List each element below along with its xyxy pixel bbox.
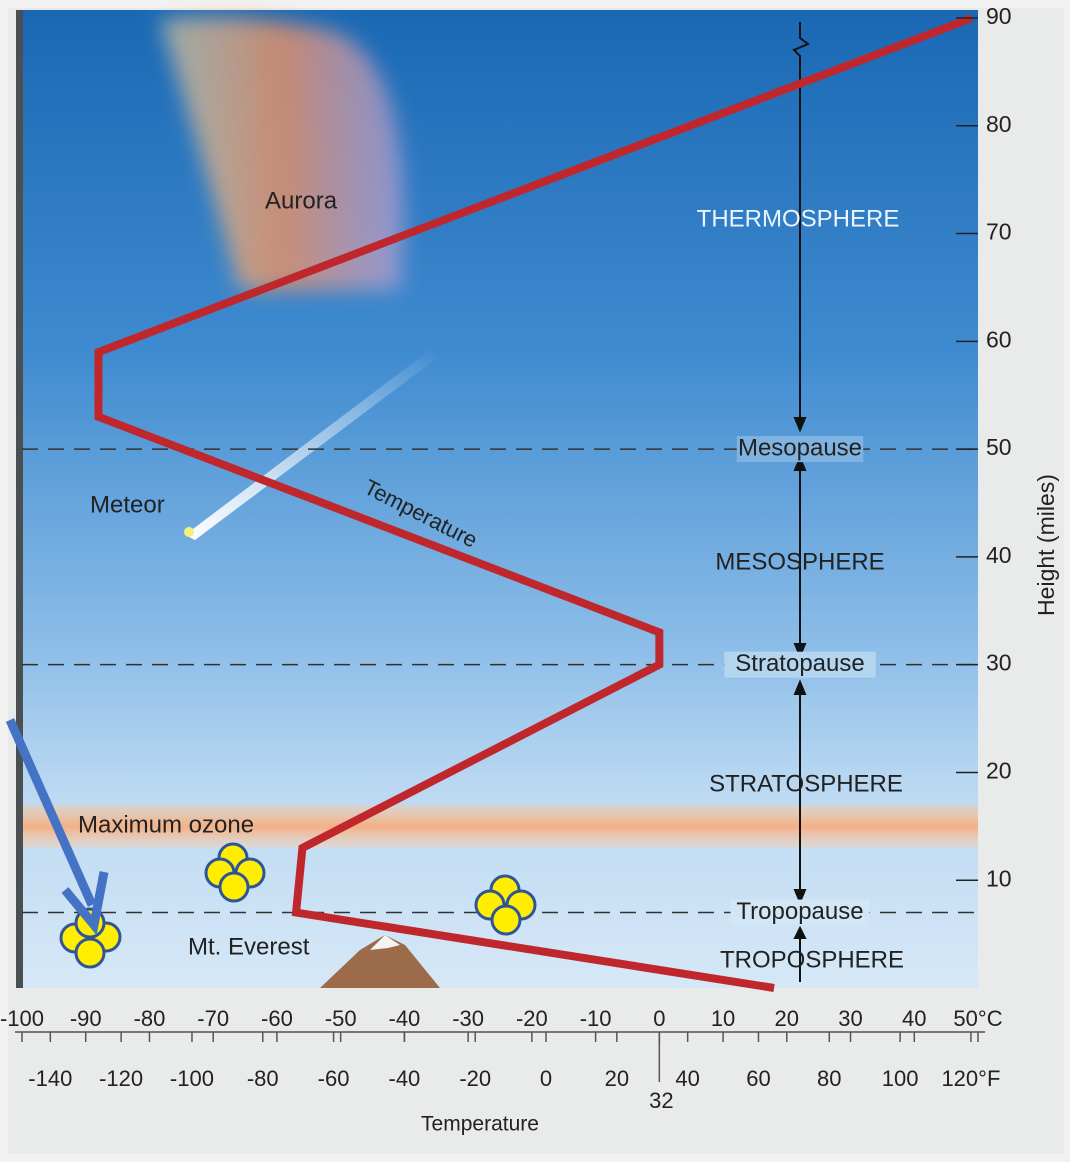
x2-tick-label: 60 — [746, 1066, 770, 1091]
y-tick-label: 30 — [986, 650, 1012, 676]
y-tick-label: 50 — [986, 434, 1012, 460]
y-tick-label: 10 — [986, 865, 1012, 891]
x-tick-label: 20 — [775, 1006, 799, 1031]
x-tick-label: -60 — [261, 1006, 293, 1031]
x2-tick-label: 32 — [649, 1088, 673, 1113]
region-label: MESOSPHERE — [715, 548, 884, 575]
x-tick-label: -80 — [134, 1006, 166, 1031]
x2-tick-label: -120 — [99, 1066, 143, 1091]
x2-tick-label: -20 — [459, 1066, 491, 1091]
x-axis-label: Temperature — [421, 1113, 539, 1136]
y-tick-label: 90 — [986, 3, 1012, 29]
meteor — [184, 527, 194, 537]
x-tick-label: -90 — [70, 1006, 102, 1031]
y-tick-label: 40 — [986, 542, 1012, 568]
x2-tick-label: 0 — [540, 1066, 552, 1091]
molecule-atom — [76, 939, 104, 967]
page: {"chart_data": { "type": "line", "x_labe… — [0, 0, 1070, 1162]
molecule-atom — [492, 906, 520, 934]
x2-tick-label: 20 — [605, 1066, 629, 1091]
x-tick-label: 50°C — [953, 1006, 1002, 1031]
y-axis-label: Height (miles) — [1033, 474, 1059, 616]
region-label: THERMOSPHERE — [697, 205, 900, 232]
x2-tick-label: -80 — [247, 1066, 279, 1091]
x-tick-label: -30 — [452, 1006, 484, 1031]
x2-tick-label: 120°F — [941, 1066, 1000, 1091]
boundary-label: Mesopause — [738, 434, 862, 461]
x2-tick-label: 100 — [882, 1066, 919, 1091]
x-tick-label: -20 — [516, 1006, 548, 1031]
x-tick-label: -10 — [580, 1006, 612, 1031]
x2-tick-label: 80 — [817, 1066, 841, 1091]
boundary-label: Tropopause — [736, 898, 863, 925]
chart: Maximum ozone Mesopause Stratopause Tropopa… — [0, 0, 1070, 1162]
y-tick-label: 70 — [986, 219, 1012, 245]
molecule-atom — [220, 873, 248, 901]
x2-tick-label: 40 — [675, 1066, 699, 1091]
x-tick-label: -70 — [197, 1006, 229, 1031]
x-tick-label: 30 — [838, 1006, 862, 1031]
boundary-label: Stratopause — [735, 650, 864, 677]
y-tick-label: 20 — [986, 758, 1012, 784]
x2-tick-label: -100 — [170, 1066, 214, 1091]
x-tick-label: 0 — [653, 1006, 665, 1031]
left-edge — [16, 10, 23, 988]
x2-tick-label: -140 — [28, 1066, 72, 1091]
x2-tick-label: -40 — [389, 1066, 421, 1091]
region-label: STRATOSPHERE — [709, 770, 903, 797]
ozone-label: Maximum ozone — [78, 812, 254, 839]
x-tick-label: 40 — [902, 1006, 926, 1031]
annotation: Aurora — [265, 187, 338, 214]
x-tick-label: -100 — [0, 1006, 44, 1031]
region-label: TROPOSPHERE — [720, 946, 904, 973]
x2-tick-label: -60 — [318, 1066, 350, 1091]
annotation: Mt. Everest — [188, 933, 310, 960]
y-tick-label: 60 — [986, 326, 1012, 352]
y-tick-label: 80 — [986, 111, 1012, 137]
x-tick-label: 10 — [711, 1006, 735, 1031]
x-tick-label: -50 — [325, 1006, 357, 1031]
annotation: Meteor — [90, 491, 165, 518]
x-tick-label: -40 — [389, 1006, 421, 1031]
